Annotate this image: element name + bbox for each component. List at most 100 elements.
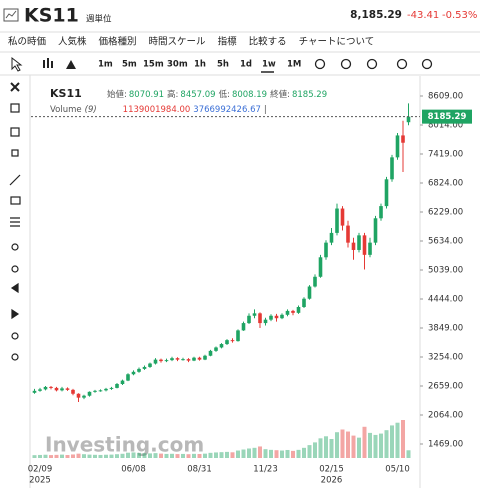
candle-body bbox=[395, 135, 400, 158]
candle-body bbox=[175, 358, 180, 360]
volume-bar bbox=[32, 455, 37, 458]
candle-body bbox=[43, 386, 48, 390]
candle-body bbox=[93, 390, 97, 392]
volume-bar bbox=[214, 452, 218, 458]
volume-bar bbox=[291, 450, 295, 458]
volume-bar bbox=[109, 454, 114, 458]
volume-bar bbox=[390, 425, 394, 458]
menu-item[interactable]: チャートについて bbox=[299, 37, 375, 48]
candle-body bbox=[71, 389, 75, 394]
candle-body bbox=[313, 276, 317, 287]
menu-item[interactable]: 人気株 bbox=[58, 36, 87, 48]
y-tick-label: 5039.00 bbox=[428, 266, 463, 276]
volume-bar bbox=[362, 426, 367, 458]
volume-bar bbox=[76, 453, 81, 458]
volume-bar bbox=[219, 452, 224, 458]
volume-bar bbox=[164, 453, 169, 458]
volume-bar bbox=[192, 453, 196, 458]
logo-icon bbox=[3, 8, 19, 22]
candle-body bbox=[32, 390, 37, 393]
volume-bar bbox=[208, 452, 213, 458]
candle-body bbox=[159, 359, 163, 362]
menu-bar: 私の時価 人気株 価格種別 時間スケール 指標 比較する チャートについて bbox=[8, 36, 374, 48]
volume-legend: Volume (9) 1139001984.00 3766992426.67 | bbox=[50, 105, 267, 115]
volume-bar bbox=[247, 448, 251, 458]
interval-button[interactable]: 1M bbox=[287, 60, 301, 70]
volume-bar bbox=[302, 447, 306, 458]
volume-bar bbox=[340, 429, 345, 458]
y-tick-label: 7419.00 bbox=[428, 149, 463, 159]
volume-bar bbox=[115, 454, 119, 458]
candle-body bbox=[307, 286, 312, 299]
volume-bar bbox=[401, 420, 405, 458]
volume-bar bbox=[241, 449, 246, 458]
price: 8,185.29 bbox=[350, 9, 402, 21]
candle-body bbox=[38, 389, 42, 391]
volume-bar bbox=[142, 453, 147, 458]
menu-item[interactable]: 時間スケール bbox=[149, 37, 207, 48]
upload-icon[interactable] bbox=[421, 58, 433, 70]
area-icon[interactable] bbox=[66, 60, 76, 69]
volume-bar bbox=[230, 452, 235, 458]
interval-button[interactable]: 5h bbox=[217, 60, 229, 70]
candle-body bbox=[197, 357, 202, 360]
menu-item[interactable]: 指標 bbox=[218, 36, 238, 48]
volume-bar bbox=[159, 453, 163, 458]
candle-body bbox=[291, 310, 295, 313]
candle-body bbox=[368, 242, 372, 255]
volume-bar bbox=[71, 454, 75, 458]
y-tick-label: 8609.00 bbox=[428, 91, 463, 101]
volume-bar bbox=[357, 437, 361, 458]
candle-body bbox=[318, 257, 323, 277]
interval-button[interactable]: 30m bbox=[167, 60, 188, 70]
volume-bar bbox=[324, 436, 328, 458]
volume-bar bbox=[395, 422, 400, 458]
volume-bar bbox=[274, 450, 279, 458]
candle-body bbox=[346, 225, 350, 243]
y-tick-label: 4444.00 bbox=[428, 295, 463, 305]
candle-body bbox=[131, 371, 136, 375]
volume-bar bbox=[203, 453, 207, 458]
interval-button[interactable]: 5m bbox=[122, 60, 137, 70]
volume-bar bbox=[296, 449, 301, 458]
interval-button[interactable]: 1w bbox=[262, 60, 276, 70]
candle-body bbox=[126, 374, 130, 381]
fullscreen-icon[interactable] bbox=[366, 58, 378, 70]
cursor-icon[interactable] bbox=[11, 56, 23, 72]
volume-bar bbox=[120, 453, 125, 458]
volume-bar bbox=[38, 454, 42, 458]
volume-bar bbox=[181, 453, 185, 458]
menu-item[interactable]: 価格種別 bbox=[99, 36, 137, 48]
candle-icon[interactable] bbox=[43, 58, 53, 68]
menu-item[interactable]: 比較する bbox=[249, 36, 287, 48]
volume-bar bbox=[225, 451, 229, 458]
menu-item[interactable]: 私の時価 bbox=[8, 36, 47, 48]
candle-body bbox=[340, 208, 345, 226]
candle-body bbox=[208, 350, 213, 356]
candle-body bbox=[296, 306, 301, 313]
volume-bar bbox=[87, 454, 92, 458]
volume-bar bbox=[54, 454, 59, 458]
candle-body bbox=[120, 380, 125, 385]
interval-button[interactable]: 1d bbox=[240, 60, 252, 70]
interval-button[interactable]: 15m bbox=[143, 60, 164, 70]
x-year-label: 2026 bbox=[321, 476, 343, 486]
camera-icon[interactable] bbox=[340, 58, 352, 70]
y-tick-label: 3849.00 bbox=[428, 324, 463, 334]
download-icon[interactable] bbox=[396, 58, 408, 70]
candle-body bbox=[324, 242, 328, 258]
volume-bar bbox=[153, 453, 158, 458]
volume-bar bbox=[307, 445, 312, 458]
candle-body bbox=[164, 360, 169, 362]
interval-button[interactable]: 1h bbox=[194, 60, 206, 70]
candle-body bbox=[142, 366, 147, 369]
candle-body bbox=[357, 235, 361, 250]
interval-button[interactable]: 1m bbox=[98, 60, 113, 70]
candle-body bbox=[49, 386, 53, 388]
volume-bar bbox=[384, 430, 389, 458]
gear-icon[interactable] bbox=[314, 58, 326, 70]
candle-body bbox=[329, 232, 334, 243]
volume-bar bbox=[175, 454, 180, 458]
volume-bar bbox=[329, 439, 334, 458]
